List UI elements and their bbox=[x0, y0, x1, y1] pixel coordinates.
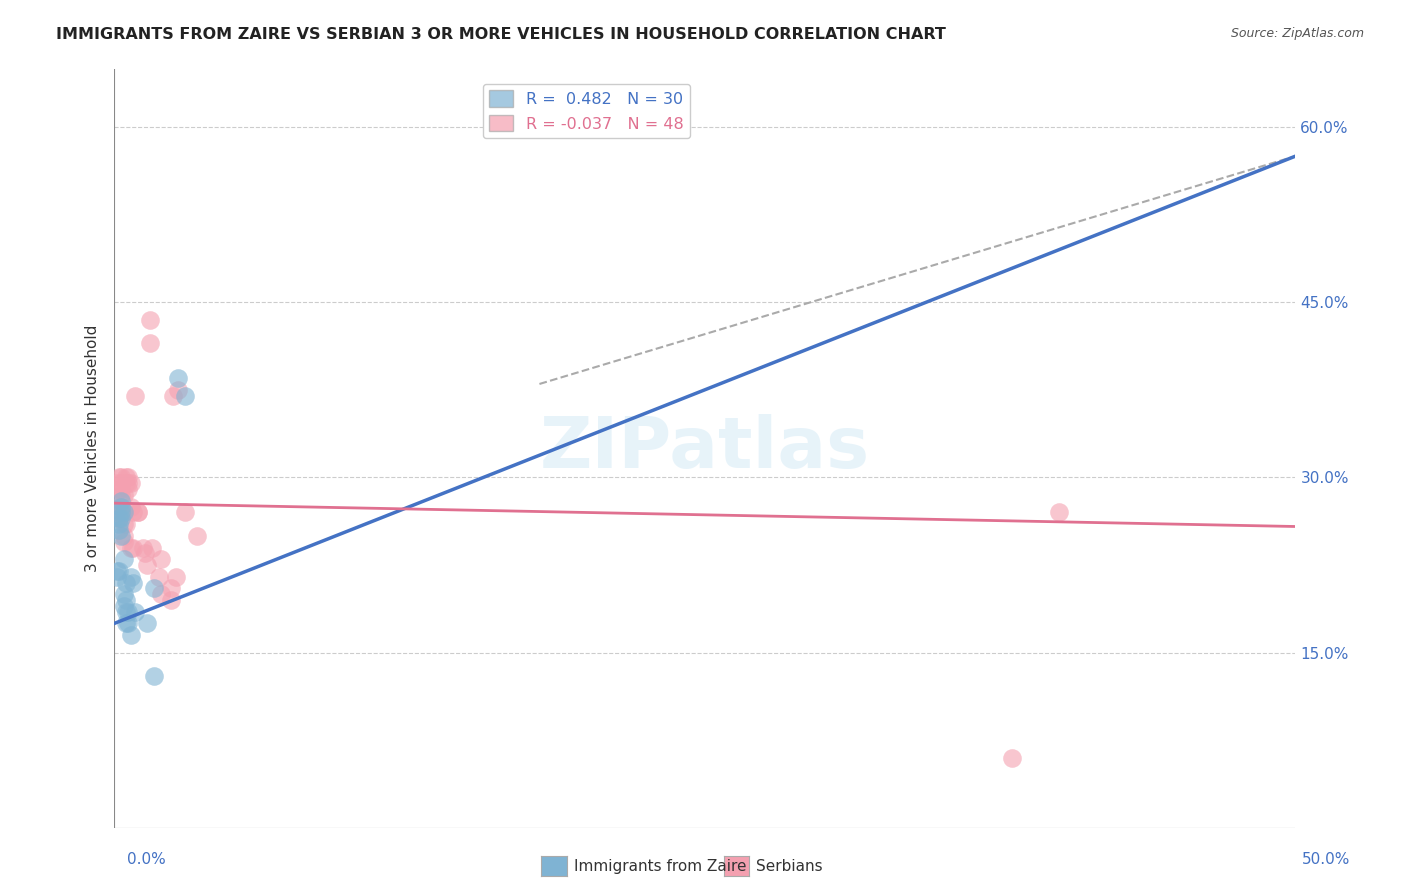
Point bbox=[110, 511, 132, 525]
Point bbox=[105, 500, 128, 514]
Point bbox=[110, 482, 132, 496]
Point bbox=[108, 517, 131, 532]
Point bbox=[174, 389, 197, 403]
Point bbox=[141, 541, 163, 555]
Point bbox=[165, 570, 187, 584]
Point bbox=[127, 506, 149, 520]
Point bbox=[117, 470, 139, 484]
Point bbox=[112, 529, 135, 543]
Point bbox=[117, 482, 139, 496]
Point bbox=[115, 470, 138, 484]
Point bbox=[115, 616, 138, 631]
Point bbox=[162, 389, 184, 403]
Point bbox=[110, 488, 132, 502]
Point bbox=[110, 506, 132, 520]
Point bbox=[117, 476, 139, 491]
Point bbox=[105, 476, 128, 491]
Point bbox=[112, 534, 135, 549]
Point bbox=[117, 616, 139, 631]
Point bbox=[131, 541, 153, 555]
Point bbox=[110, 493, 132, 508]
Point bbox=[138, 312, 160, 326]
Point bbox=[115, 476, 138, 491]
Point bbox=[150, 552, 173, 566]
Point bbox=[108, 523, 131, 537]
Point bbox=[115, 593, 138, 607]
Point bbox=[122, 541, 145, 555]
Text: 50.0%: 50.0% bbox=[1302, 852, 1350, 867]
Point bbox=[134, 546, 156, 560]
Point bbox=[120, 628, 142, 642]
Point bbox=[143, 582, 166, 596]
Point bbox=[110, 470, 132, 484]
Point bbox=[110, 500, 132, 514]
Point bbox=[124, 389, 146, 403]
Text: ZIPatlas: ZIPatlas bbox=[540, 414, 870, 483]
Y-axis label: 3 or more Vehicles in Household: 3 or more Vehicles in Household bbox=[86, 325, 100, 572]
Text: Source: ZipAtlas.com: Source: ZipAtlas.com bbox=[1230, 27, 1364, 40]
Point bbox=[167, 371, 190, 385]
Point bbox=[110, 529, 132, 543]
Point bbox=[112, 599, 135, 613]
Point bbox=[112, 552, 135, 566]
Point bbox=[186, 529, 208, 543]
Text: Immigrants from Zaire: Immigrants from Zaire bbox=[574, 859, 747, 873]
Point bbox=[1001, 751, 1024, 765]
Point bbox=[105, 570, 128, 584]
Text: IMMIGRANTS FROM ZAIRE VS SERBIAN 3 OR MORE VEHICLES IN HOUSEHOLD CORRELATION CHA: IMMIGRANTS FROM ZAIRE VS SERBIAN 3 OR MO… bbox=[56, 27, 946, 42]
Point bbox=[108, 482, 131, 496]
Point bbox=[112, 488, 135, 502]
Point bbox=[127, 506, 149, 520]
Point bbox=[110, 500, 132, 514]
Point bbox=[138, 336, 160, 351]
Point bbox=[136, 558, 159, 572]
Point bbox=[115, 517, 138, 532]
Point bbox=[136, 616, 159, 631]
Point bbox=[115, 605, 138, 619]
Text: Serbians: Serbians bbox=[756, 859, 823, 873]
Point bbox=[105, 506, 128, 520]
Point bbox=[112, 517, 135, 532]
Point bbox=[115, 575, 138, 590]
Point bbox=[120, 541, 142, 555]
Point bbox=[105, 564, 128, 578]
Point bbox=[160, 582, 183, 596]
Point bbox=[167, 383, 190, 397]
Point bbox=[143, 669, 166, 683]
Point bbox=[112, 506, 135, 520]
Point bbox=[108, 511, 131, 525]
Point bbox=[120, 570, 142, 584]
Point bbox=[174, 506, 197, 520]
Point bbox=[124, 605, 146, 619]
Point bbox=[108, 564, 131, 578]
Point bbox=[120, 476, 142, 491]
Point bbox=[160, 593, 183, 607]
Point bbox=[122, 575, 145, 590]
Point bbox=[108, 470, 131, 484]
Text: 0.0%: 0.0% bbox=[127, 852, 166, 867]
Legend: R =  0.482   N = 30, R = -0.037   N = 48: R = 0.482 N = 30, R = -0.037 N = 48 bbox=[484, 84, 690, 138]
Point bbox=[1047, 506, 1070, 520]
Point bbox=[122, 506, 145, 520]
Point bbox=[108, 511, 131, 525]
Point bbox=[120, 500, 142, 514]
Point bbox=[150, 587, 173, 601]
Point bbox=[110, 476, 132, 491]
Point bbox=[148, 570, 170, 584]
Point bbox=[108, 506, 131, 520]
Point bbox=[112, 587, 135, 601]
Point bbox=[117, 605, 139, 619]
